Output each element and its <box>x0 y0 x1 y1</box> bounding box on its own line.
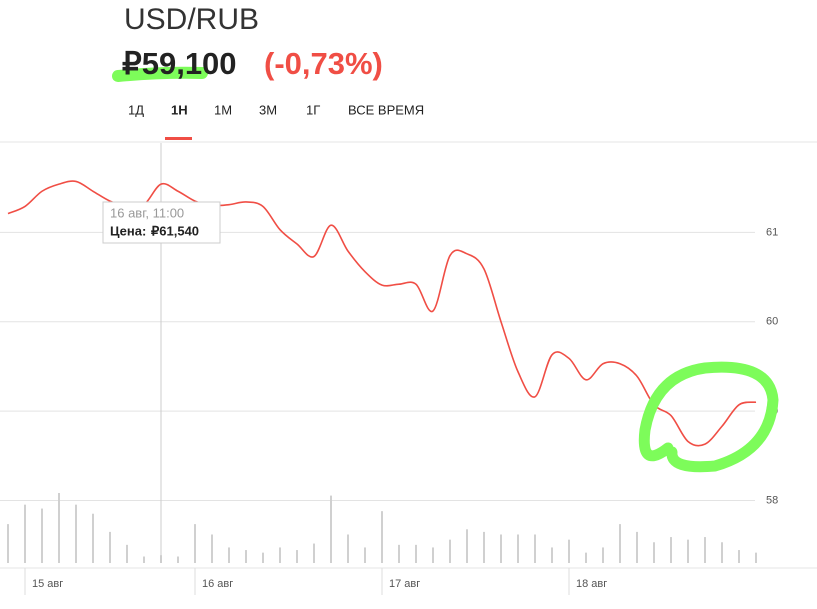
volume-bar <box>262 552 264 563</box>
volume-bar <box>228 547 230 563</box>
volume-bar <box>738 550 740 563</box>
volume-bar <box>92 513 94 563</box>
highlight-circle <box>638 361 779 473</box>
x-tick-label: 17 авг <box>389 578 420 590</box>
x-tick-label: 18 авг <box>576 578 607 590</box>
volume-bar <box>636 531 638 563</box>
volume-bar <box>687 539 689 563</box>
volume-bar <box>109 531 111 563</box>
volume-bar <box>330 495 332 563</box>
volume-bar <box>755 552 757 563</box>
volume-bar <box>619 524 621 563</box>
volume-bar <box>24 504 26 563</box>
volume-bar <box>126 544 128 563</box>
tooltip-box <box>102 201 221 244</box>
tabs: 1Д 1Н 1М 3М 1Г ВСЕ ВРЕМЯ <box>128 102 424 140</box>
tab[interactable]: ВСЕ ВРЕМЯ <box>348 102 424 117</box>
volume-bar <box>279 547 281 563</box>
volume-bar <box>75 504 77 563</box>
tab[interactable]: 1М <box>214 102 232 117</box>
tooltip-value: ₽61,540 <box>151 223 199 238</box>
price-change: (-0,73%) <box>264 46 383 81</box>
volume-bar <box>245 550 247 563</box>
volume-bar <box>194 524 196 563</box>
volume-bar <box>721 542 723 563</box>
volume-bar <box>7 524 9 563</box>
volume-bar <box>58 493 60 563</box>
pair-title: USD/RUB <box>124 3 259 36</box>
volume-bar <box>704 537 706 563</box>
volume-bar <box>143 556 145 563</box>
tab[interactable]: 1Д <box>128 102 144 117</box>
y-tick-label: 58 <box>766 494 778 506</box>
active-tab-underline <box>165 137 192 140</box>
volume-bar <box>296 550 298 563</box>
x-tick-label: 15 авг <box>32 578 63 590</box>
volume-bar <box>177 556 179 563</box>
volume-bar <box>551 547 553 563</box>
price: ₽59,100 <box>122 46 237 81</box>
volume-bar <box>347 534 349 563</box>
volume-bar <box>568 539 570 563</box>
y-tick-label: 60 <box>766 316 778 328</box>
volume-bar <box>41 508 43 563</box>
y-tick-label: 61 <box>766 226 778 238</box>
volume-bar <box>364 547 366 563</box>
volume-bar <box>653 542 655 563</box>
volume-bar <box>449 539 451 563</box>
tab[interactable]: 1Н <box>171 102 188 117</box>
tooltip-label: Цена: <box>110 223 146 238</box>
volume-bar <box>500 534 502 563</box>
volume-bar <box>517 534 519 563</box>
volume-bar <box>398 544 400 563</box>
volume-bar <box>670 537 672 563</box>
volume-bar <box>381 511 383 563</box>
volume-bar <box>432 547 434 563</box>
highlight-underline <box>112 66 208 82</box>
volume-bar <box>534 534 536 563</box>
volume-bar <box>483 531 485 563</box>
x-tick-label: 16 авг <box>202 578 233 590</box>
volume-bar <box>585 552 587 563</box>
tooltip-date: 16 авг, 11:00 <box>110 205 184 220</box>
tab[interactable]: 3М <box>259 102 277 117</box>
tooltip: 16 авг, 11:00 Цена: ₽61,540 <box>102 201 221 244</box>
tab[interactable]: 1Г <box>306 102 320 117</box>
volume-bar <box>415 544 417 563</box>
volume-bar <box>602 547 604 563</box>
volume-bar <box>313 543 315 563</box>
volume-bar <box>211 534 213 563</box>
volume-bar <box>466 529 468 563</box>
